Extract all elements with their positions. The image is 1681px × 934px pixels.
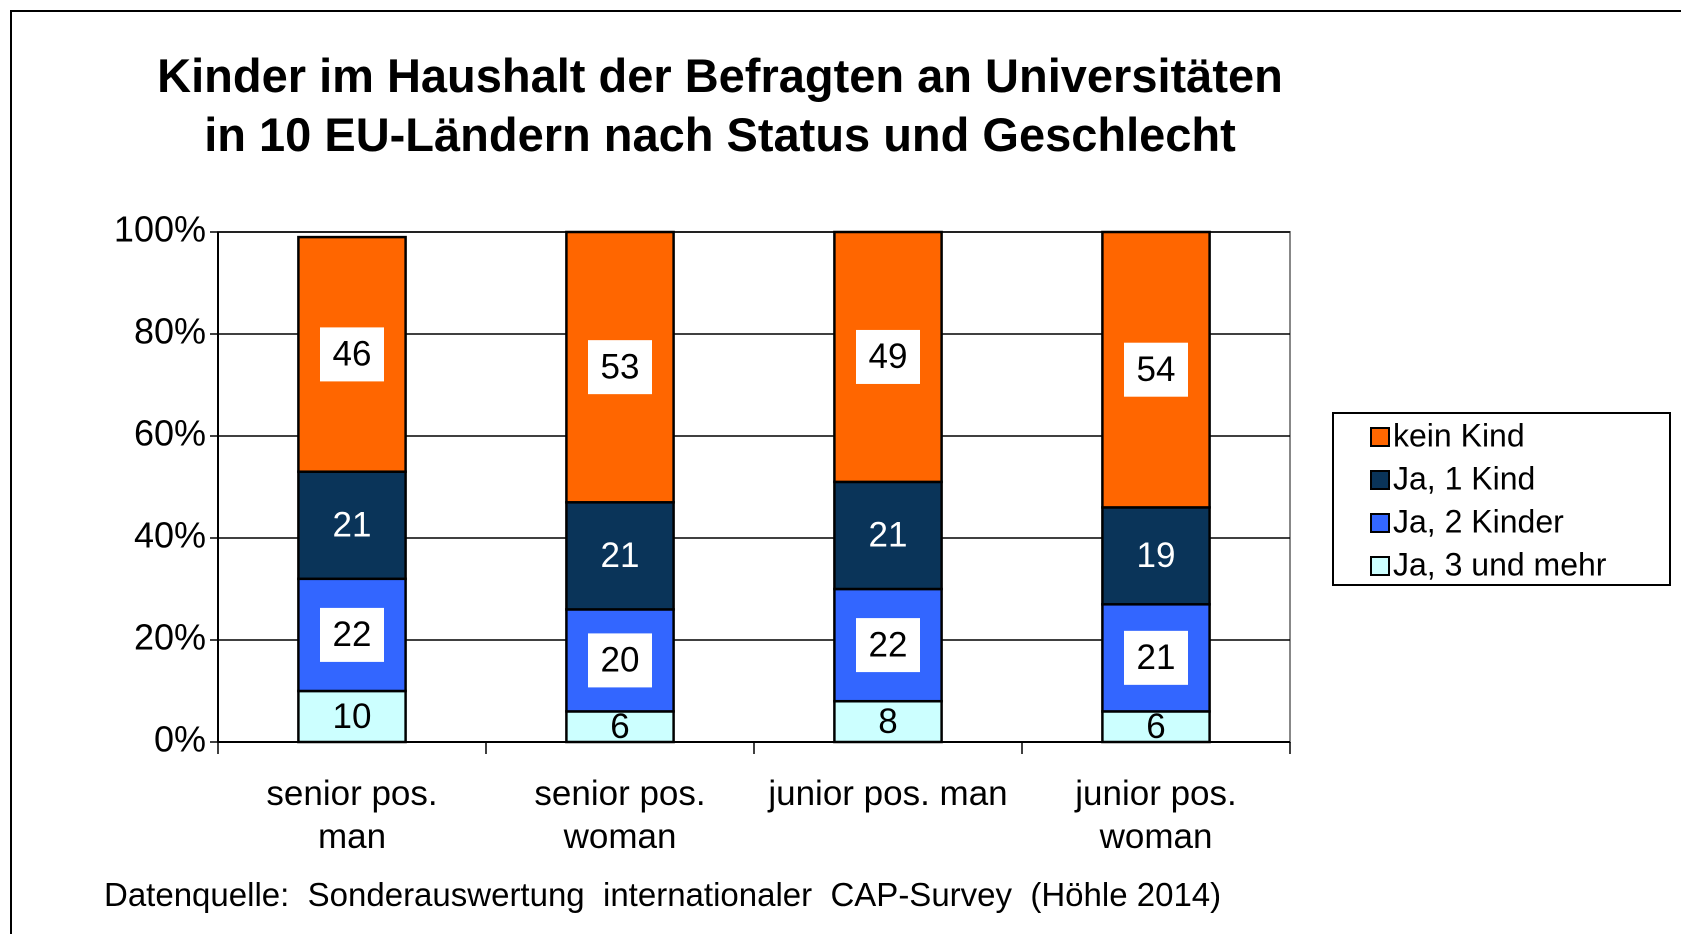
chart-title: Kinder im Haushalt der Befragten an Univ… bbox=[157, 49, 1283, 161]
label-box bbox=[856, 329, 920, 384]
bar-segment bbox=[1101, 710, 1211, 744]
y-tick-label: 20% bbox=[134, 617, 206, 658]
x-tick-label: senior pos. man bbox=[266, 774, 438, 856]
y-tick-label: 40% bbox=[134, 515, 206, 556]
y-tick-label: 0% bbox=[154, 719, 206, 760]
label-box bbox=[320, 327, 384, 382]
value-label: 53 bbox=[601, 347, 640, 386]
value-label: 54 bbox=[1137, 350, 1176, 389]
value-label: 19 bbox=[1137, 536, 1176, 575]
value-label: 20 bbox=[601, 641, 640, 680]
value-label: 21 bbox=[1137, 638, 1176, 677]
value-label: 21 bbox=[601, 536, 640, 575]
label-box bbox=[588, 340, 652, 395]
x-tick-label: senior pos. woman bbox=[534, 774, 706, 856]
value-label: 6 bbox=[1146, 707, 1165, 746]
bar-segment bbox=[297, 470, 407, 581]
legend-swatch bbox=[1370, 427, 1390, 447]
legend-label: Ja, 2 Kinder bbox=[1393, 503, 1564, 539]
label-box bbox=[588, 633, 652, 688]
bar-segment bbox=[1101, 506, 1211, 606]
legend-label: kein Kind bbox=[1393, 417, 1525, 453]
value-label: 8 bbox=[878, 702, 897, 741]
y-tick-label: 80% bbox=[134, 311, 206, 352]
y-tick-label: 100% bbox=[114, 209, 206, 250]
legend-swatch bbox=[1370, 470, 1390, 490]
value-label: 21 bbox=[333, 506, 372, 545]
value-label: 46 bbox=[333, 335, 372, 374]
label-box bbox=[856, 618, 920, 673]
value-label: 22 bbox=[869, 625, 908, 664]
value-label: 6 bbox=[610, 707, 629, 746]
legend-label: Ja, 3 und mehr bbox=[1393, 546, 1607, 582]
legend-swatch bbox=[1370, 556, 1390, 576]
label-box bbox=[1124, 630, 1188, 685]
value-label: 21 bbox=[869, 516, 908, 555]
value-label: 22 bbox=[333, 615, 372, 654]
source: Datenquelle: Sonderauswertung internatio… bbox=[104, 876, 1222, 913]
y-tick-label: 60% bbox=[134, 413, 206, 454]
x-tick-label: junior pos. man bbox=[768, 774, 1008, 813]
frame bbox=[10, 10, 1681, 934]
legend-label: Ja, 1 Kind bbox=[1393, 460, 1535, 496]
x-tick-label: junior pos. woman bbox=[1075, 774, 1237, 856]
bar-segment bbox=[565, 501, 675, 611]
legend-swatch bbox=[1370, 513, 1390, 533]
value-label: 49 bbox=[869, 337, 908, 376]
value-label: 10 bbox=[333, 697, 372, 736]
label-box bbox=[320, 607, 384, 662]
label-box bbox=[1124, 342, 1188, 397]
